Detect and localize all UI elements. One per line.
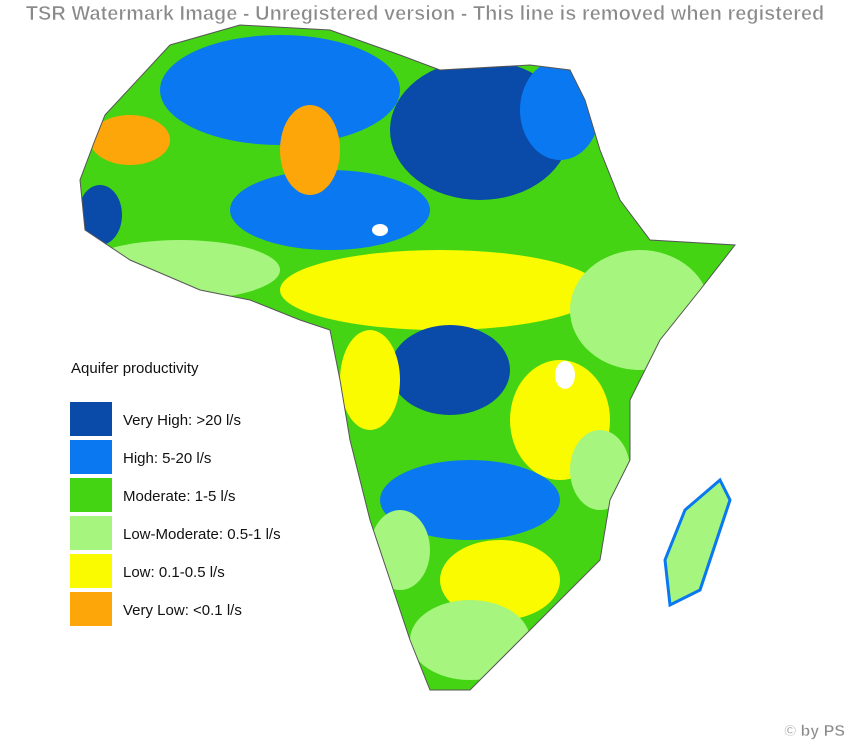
legend-swatch <box>70 554 112 588</box>
legend-swatch <box>70 402 112 436</box>
legend-label: Very High: >20 l/s <box>123 412 241 429</box>
legend-label: Very Low: <0.1 l/s <box>123 602 242 619</box>
legend-label: Low: 0.1-0.5 l/s <box>123 564 225 581</box>
legend: Very High: >20 l/s High: 5-20 l/s Moderate… <box>70 402 281 626</box>
legend-swatch <box>70 478 112 512</box>
credit: © by PS <box>784 723 845 740</box>
legend-label: High: 5-20 l/s <box>123 450 211 467</box>
legend-title: Aquifer productivity <box>71 360 199 377</box>
legend-label: Moderate: 1-5 l/s <box>123 488 236 505</box>
legend-swatch <box>70 592 112 626</box>
legend-swatch <box>70 440 112 474</box>
legend-swatch <box>70 516 112 550</box>
legend-label: Low-Moderate: 0.5-1 l/s <box>123 526 281 543</box>
watermark: TSR Watermark Image - Unregistered versi… <box>26 3 824 25</box>
